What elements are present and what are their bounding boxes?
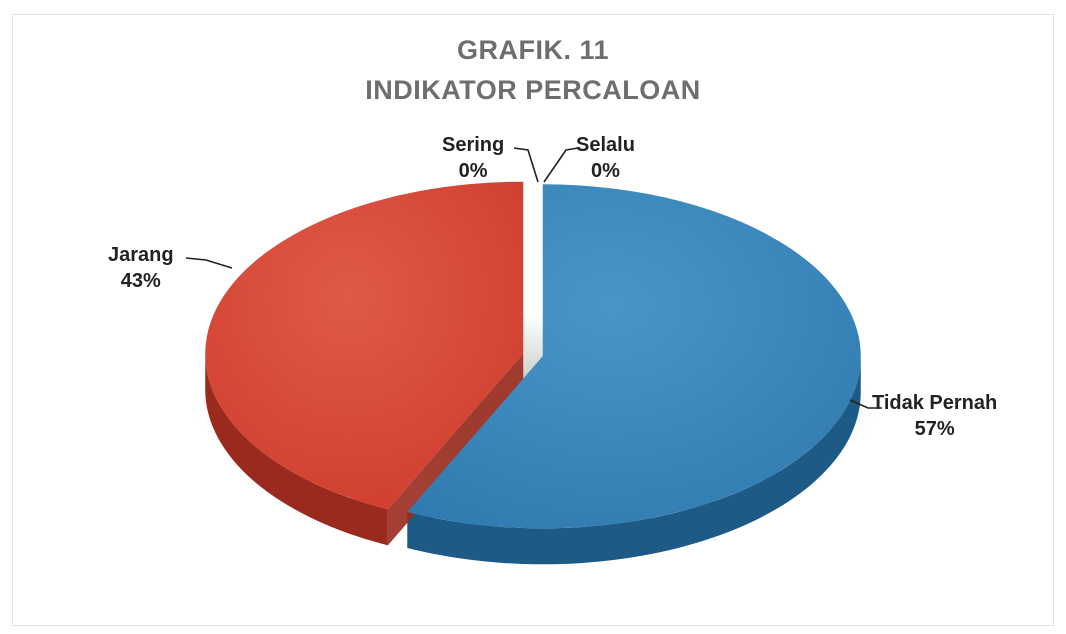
slice-tidak-pernah <box>407 184 861 529</box>
leader-line-jarang <box>185 257 233 269</box>
label-name-sering: Sering <box>442 134 505 156</box>
leader-line-selalu <box>543 147 579 183</box>
label-pct-sering: 0% <box>458 160 488 182</box>
leader-line-tidak-pernah <box>849 399 882 409</box>
label-pct-jarang: 43% <box>120 270 161 292</box>
data-label-sering: Sering 0% <box>442 132 504 184</box>
slice-side-tidak-pernah <box>407 356 861 565</box>
label-pct-selalu: 0% <box>591 160 620 182</box>
data-label-jarang: Jarang 43% <box>108 242 174 294</box>
chart-title-line-2: INDIKATOR PERCALOAN <box>365 75 701 105</box>
data-label-tidak-pernah: Tidak Pernah 57% <box>872 390 997 442</box>
label-name-tidak-pernah: Tidak Pernah <box>872 392 998 414</box>
label-name-selalu: Selalu <box>576 134 635 156</box>
slice-jarang <box>205 181 524 510</box>
data-label-selalu: Selalu 0% <box>576 132 635 184</box>
leader-line-sering <box>513 147 539 183</box>
label-pct-tidak-pernah: 57% <box>914 418 955 440</box>
slice-side-jarang <box>205 353 388 546</box>
chart-title-line-1: GRAFIK. 11 <box>456 35 610 65</box>
label-name-jarang: Jarang <box>108 244 174 266</box>
